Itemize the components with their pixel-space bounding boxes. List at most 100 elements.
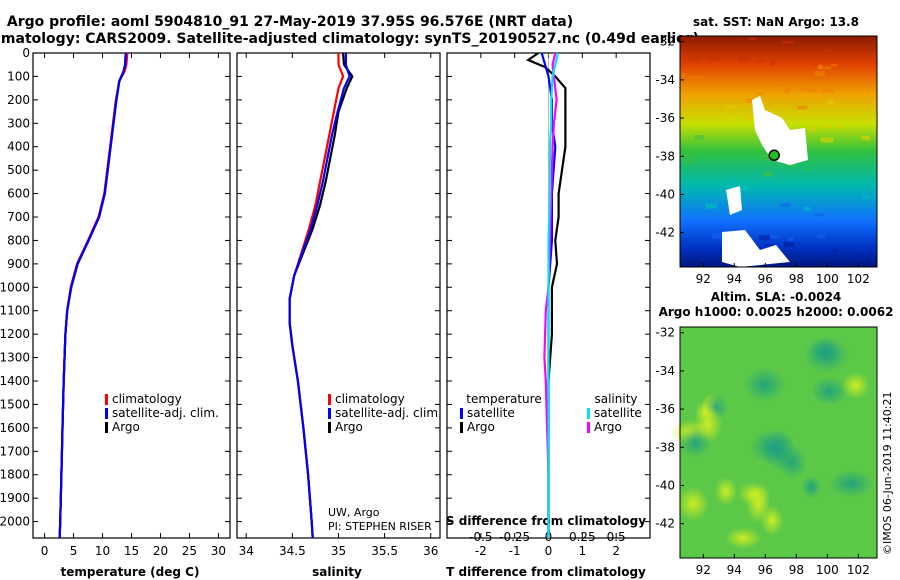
sst-texture-cell — [693, 54, 700, 57]
sst-texture-cell — [694, 135, 704, 140]
temperature-axes-frame — [32, 52, 231, 539]
y-tick-label: 0 — [22, 46, 30, 60]
sst-texture-cell — [780, 81, 785, 87]
sst-texture-cell — [770, 60, 775, 66]
sst-texture-cell — [796, 105, 808, 110]
y-tick-label: 500 — [7, 163, 30, 177]
credit-line2: PI: STEPHEN RISER — [328, 520, 432, 533]
title-line2: Climatology: CARS2009. Satellite-adjuste… — [0, 31, 699, 47]
map-y-tick-label: -32 — [655, 326, 675, 340]
x-tick-label: 0 — [41, 544, 49, 558]
top-x-tick-label: -0.25 — [499, 530, 530, 544]
y-tick-label: 1700 — [0, 444, 30, 458]
sst-texture-cell — [780, 203, 791, 207]
sst-texture-cell — [694, 149, 705, 154]
sst-texture-cell — [856, 253, 868, 259]
legend-swatch — [587, 422, 590, 433]
top-x-tick-label: -0.5 — [469, 530, 492, 544]
sst-texture-cell — [705, 203, 717, 209]
sst-texture-cell — [689, 147, 699, 150]
sst-texture-cell — [765, 244, 774, 247]
argo-location-marker — [768, 149, 780, 162]
sla-blob — [724, 527, 762, 549]
y-tick-label: 200 — [7, 93, 30, 107]
sst-texture-cell — [689, 56, 700, 61]
sla-blob — [714, 477, 738, 506]
satellite-adj-line — [288, 53, 351, 539]
sst-texture-cell — [769, 234, 780, 239]
legend-swatch — [460, 408, 463, 419]
sst-texture-cell — [830, 64, 838, 67]
sla-blob — [677, 486, 709, 522]
map-x-tick-label: 94 — [727, 272, 742, 286]
sst-texture-cell — [690, 157, 696, 162]
sst-texture-cell — [837, 87, 843, 90]
legend-label: Argo — [467, 420, 495, 434]
legend-swatch — [328, 422, 331, 433]
map-y-tick-label: -40 — [655, 478, 675, 492]
map-y-tick-label: -34 — [655, 73, 675, 87]
legend-label: satellite — [467, 406, 515, 420]
credit-line1: UW, Argo — [328, 506, 380, 519]
sst-texture-cell — [733, 187, 748, 191]
sla-frame — [679, 326, 878, 559]
difference-panel: T difference from climatology S differen… — [446, 52, 651, 579]
y-tick-label: 300 — [7, 116, 30, 130]
sla-title1: Altim. SLA: -0.0024 — [711, 290, 842, 304]
sst-texture-cell — [822, 124, 832, 128]
sla-blob — [745, 486, 771, 524]
y-tick-label: 700 — [7, 210, 30, 224]
sst-texture-cell — [820, 49, 831, 56]
map-x-tick-label: 96 — [758, 563, 773, 577]
satellite-adj-line — [58, 52, 127, 539]
sst-texture-cell — [760, 154, 774, 160]
sst-texture-cell — [723, 116, 736, 119]
sla-blob — [802, 336, 850, 374]
map-x-tick-label: 96 — [758, 272, 773, 286]
map-x-tick-label: 100 — [816, 563, 839, 577]
x-tick-label: 20 — [153, 544, 168, 558]
legend-title-temperature: temperature — [466, 392, 541, 406]
map-x-tick-label: 102 — [847, 563, 870, 577]
y-tick-label: 1600 — [0, 421, 30, 435]
title-line1: Argo profile: aoml 5904810_91 27-May-201… — [7, 14, 573, 30]
top-x-tick-label: 0.5 — [607, 530, 626, 544]
sst-texture-cell — [852, 148, 861, 155]
sst-texture-cell — [782, 40, 795, 44]
map-y-tick-label: -36 — [655, 111, 675, 125]
map-y-tick-label: -34 — [655, 364, 675, 378]
sst-texture-cell — [783, 88, 790, 94]
legend-swatch — [328, 408, 331, 419]
sst-texture-cell — [799, 87, 813, 92]
y-tick-label: 1000 — [0, 280, 30, 294]
sla-blob — [801, 475, 822, 499]
legend-swatch — [105, 408, 108, 419]
x-tick-label: 25 — [182, 544, 197, 558]
sst-texture-cell — [756, 92, 764, 95]
sst-texture-cell — [810, 124, 817, 131]
map-y-tick-label: -38 — [655, 440, 675, 454]
sst-texture-cell — [680, 73, 686, 77]
sst-texture-cell — [820, 137, 834, 143]
x-tick-label: 10 — [95, 544, 110, 558]
sst-missing-data — [752, 96, 808, 165]
y-tick-label: 1300 — [0, 351, 30, 365]
map-x-tick-label: 92 — [696, 272, 711, 286]
map-y-tick-label: -42 — [655, 517, 675, 531]
legend-label: satellite-adj. clim. — [112, 406, 219, 420]
sst-texture-cell — [817, 234, 825, 239]
sla-blob — [810, 377, 848, 406]
sst-texture-cell — [805, 258, 816, 262]
sst-texture-cell — [759, 235, 770, 241]
y-tick-label: 1900 — [0, 491, 30, 505]
sst-texture-cell — [822, 226, 836, 229]
y-tick-label: 2000 — [0, 515, 30, 529]
legend-label: satellite-adj. clim. — [335, 406, 442, 420]
sst-missing-data-patch — [726, 186, 742, 215]
y-tick-label: 1800 — [0, 468, 30, 482]
sla-texture — [669, 336, 874, 549]
s-satellite-line — [547, 52, 560, 538]
map-y-tick-label: -40 — [655, 187, 675, 201]
sst-texture-cell — [788, 237, 794, 242]
x-tick-label: -1 — [509, 544, 521, 558]
